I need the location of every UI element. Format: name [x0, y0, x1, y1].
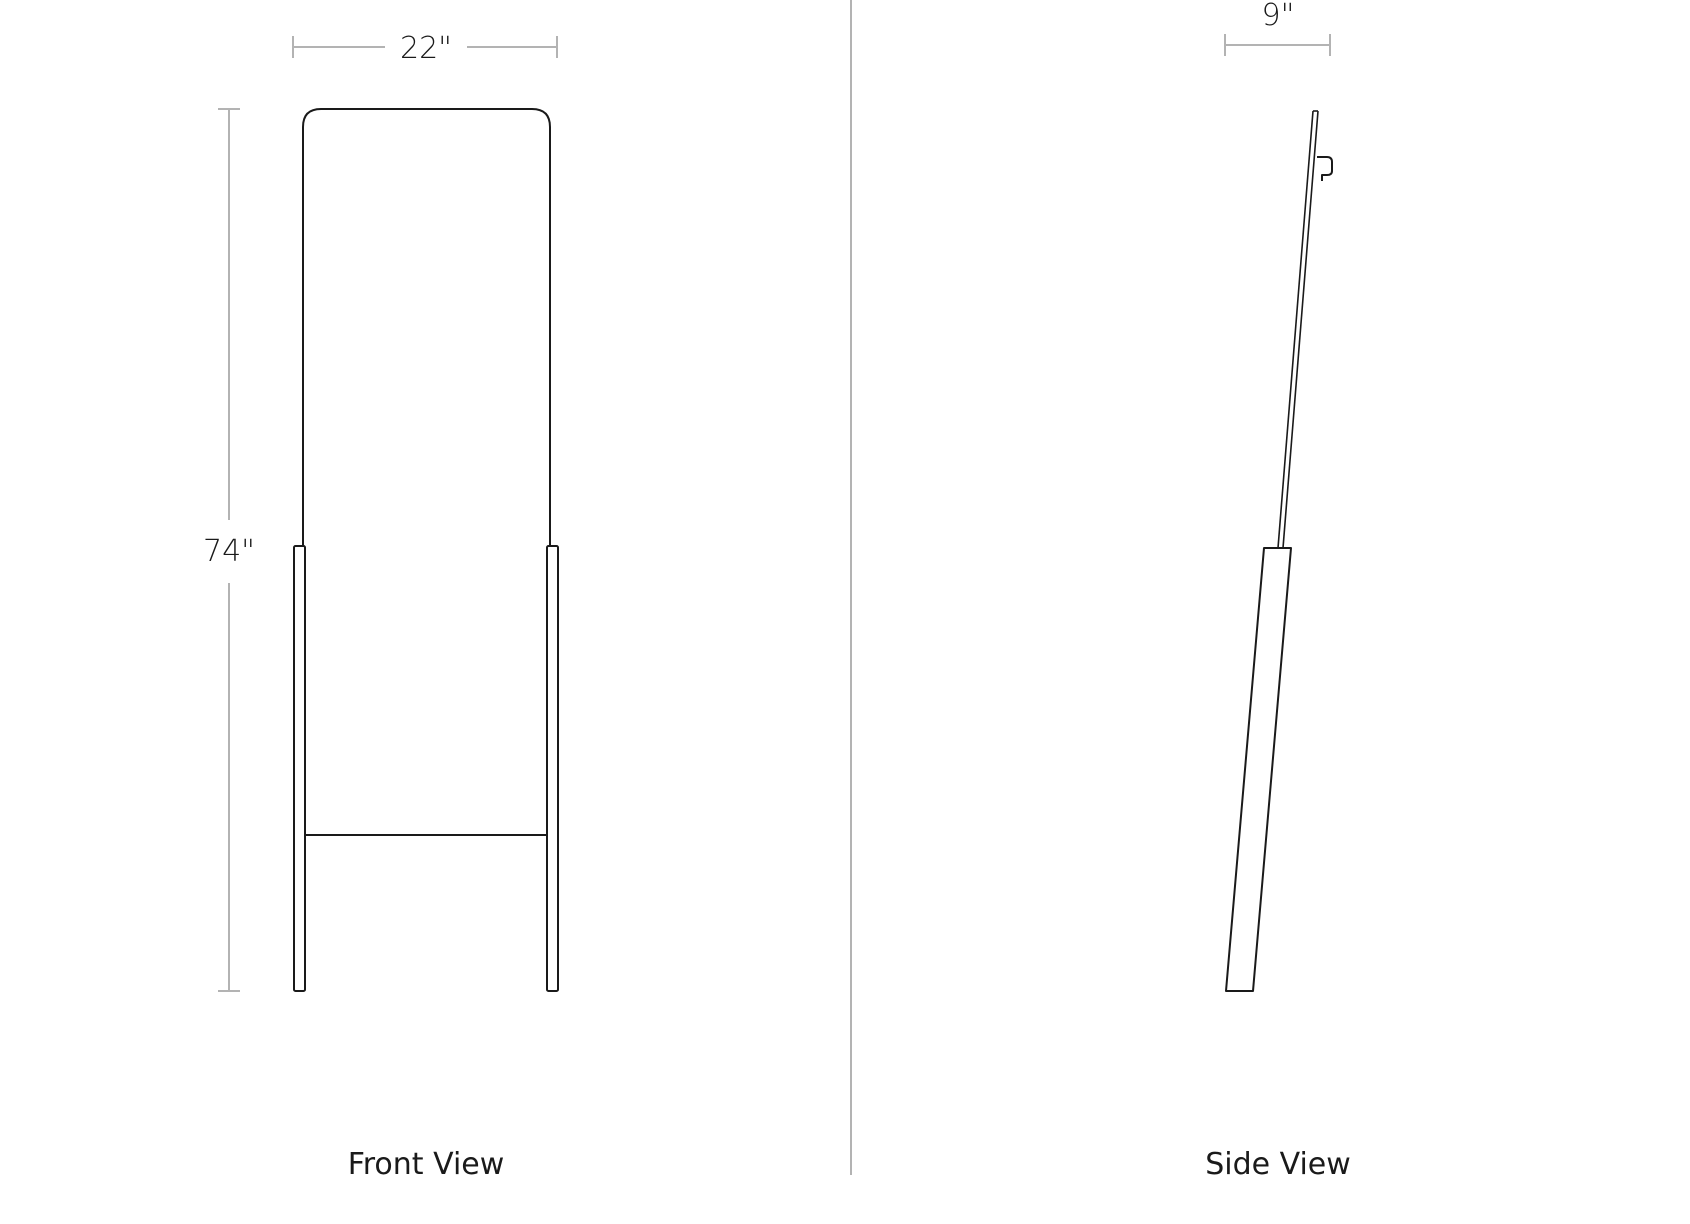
front-left-leg	[293, 545, 306, 992]
side-depth-dimension: 9"	[1224, 0, 1331, 56]
front-view-caption: Front View	[348, 1147, 505, 1182]
width-dimension-label: 22"	[400, 31, 452, 66]
side-mirror-back-edge	[1282, 110, 1319, 549]
side-view-caption: Side View	[1205, 1147, 1351, 1182]
front-right-leg	[546, 545, 559, 992]
height-dimension-label: 74"	[203, 534, 255, 569]
front-width-dimension: 22"	[292, 31, 558, 66]
wall-hook	[1317, 156, 1333, 181]
depth-dimension-label: 9"	[1262, 0, 1295, 33]
mirror-frame	[302, 108, 551, 546]
side-view: 9" Side View	[1205, 0, 1351, 1182]
side-mirror-panel	[1277, 110, 1319, 549]
front-height-dimension: 74"	[203, 108, 255, 992]
side-leg	[1225, 547, 1292, 992]
side-mirror-front-edge	[1277, 110, 1314, 549]
front-view: 22" 74" Front View	[203, 31, 559, 1182]
